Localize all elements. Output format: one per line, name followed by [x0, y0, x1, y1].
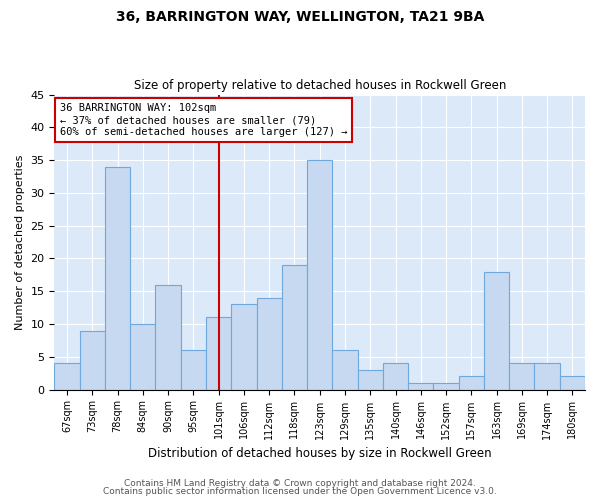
Bar [257, 298, 282, 390]
Bar [509, 364, 535, 390]
Text: Contains HM Land Registry data © Crown copyright and database right 2024.: Contains HM Land Registry data © Crown c… [124, 478, 476, 488]
Bar [560, 376, 585, 390]
Bar [206, 318, 231, 390]
Bar [332, 350, 358, 390]
Text: Contains public sector information licensed under the Open Government Licence v3: Contains public sector information licen… [103, 487, 497, 496]
Bar [231, 304, 257, 390]
Bar [55, 364, 80, 390]
Bar [282, 265, 307, 390]
Text: 36 BARRINGTON WAY: 102sqm
← 37% of detached houses are smaller (79)
60% of semi-: 36 BARRINGTON WAY: 102sqm ← 37% of detac… [60, 104, 347, 136]
Bar [80, 330, 105, 390]
Bar [130, 324, 155, 390]
Text: 36, BARRINGTON WAY, WELLINGTON, TA21 9BA: 36, BARRINGTON WAY, WELLINGTON, TA21 9BA [116, 10, 484, 24]
Bar [484, 272, 509, 390]
Bar [535, 364, 560, 390]
Title: Size of property relative to detached houses in Rockwell Green: Size of property relative to detached ho… [134, 79, 506, 92]
Bar [155, 284, 181, 390]
Y-axis label: Number of detached properties: Number of detached properties [15, 154, 25, 330]
Bar [408, 383, 433, 390]
Bar [433, 383, 458, 390]
Bar [105, 166, 130, 390]
Bar [358, 370, 383, 390]
Bar [307, 160, 332, 390]
Bar [383, 364, 408, 390]
X-axis label: Distribution of detached houses by size in Rockwell Green: Distribution of detached houses by size … [148, 447, 491, 460]
Bar [458, 376, 484, 390]
Bar [181, 350, 206, 390]
